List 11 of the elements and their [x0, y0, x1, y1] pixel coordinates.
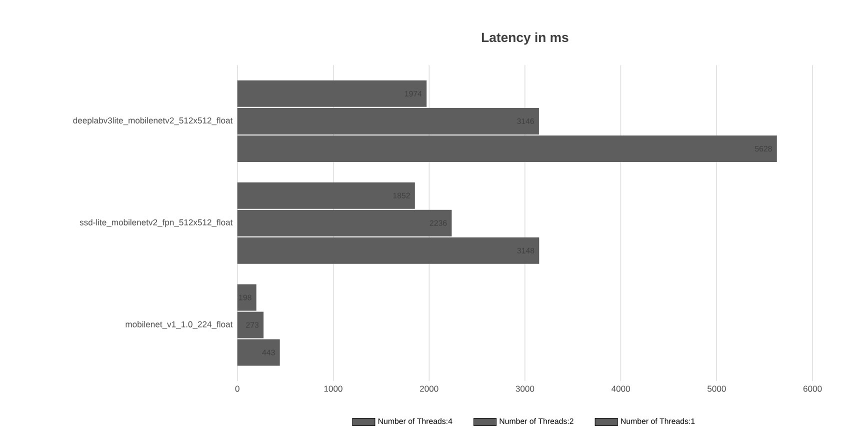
- y-tick-label: ssd-lite_mobilenetv2_fpn_512x512_float: [80, 218, 233, 227]
- y-tick-label: mobilenet_v1_1.0_224_float: [126, 320, 233, 329]
- x-tick-label: 0: [235, 385, 240, 392]
- x-tick-label: 3000: [516, 385, 534, 392]
- x-tick-label: 5000: [708, 385, 726, 392]
- x-tick-label: 4000: [612, 385, 630, 392]
- x-tick-label: 2000: [420, 385, 438, 392]
- chart-title: Latency in ms: [482, 32, 568, 44]
- x-tick-label: 1000: [324, 385, 342, 392]
- x-tick-label: 6000: [803, 385, 822, 392]
- y-tick-label: deeplabv3lite_mobilenetv2_512x512_float: [73, 117, 233, 125]
